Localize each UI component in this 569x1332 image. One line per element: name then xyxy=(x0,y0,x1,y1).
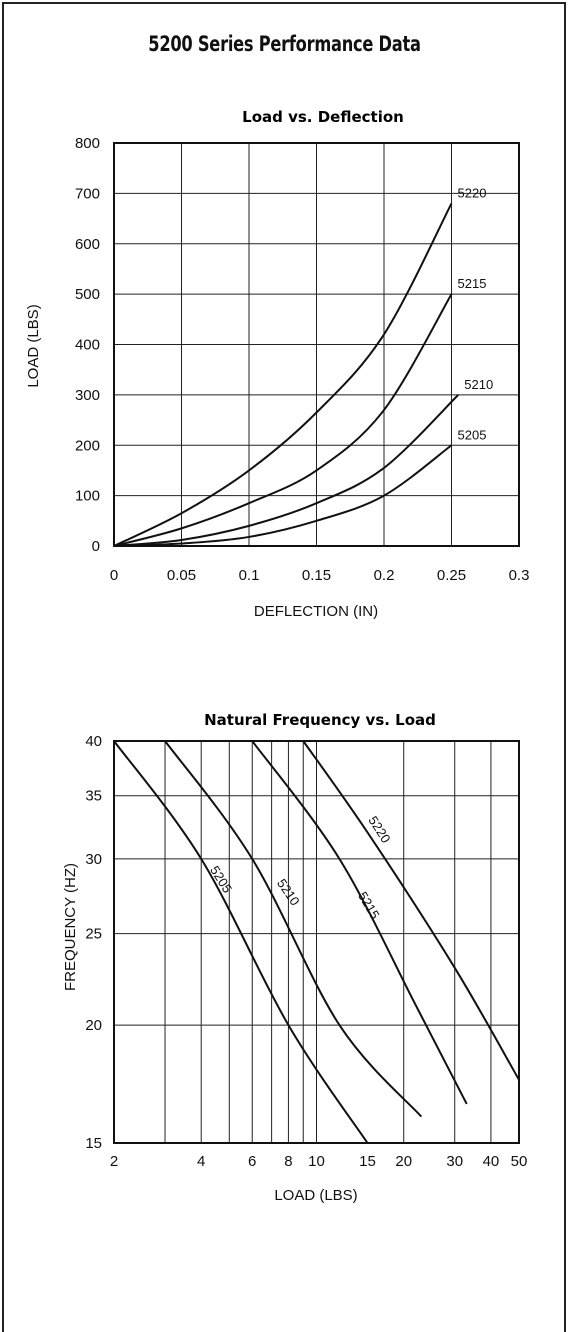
chart1-y-tick-label: 400 xyxy=(75,337,100,354)
chart2-y-ticks: 15 20 25 30 35 40 xyxy=(85,733,102,1152)
chart1-y-tick-label: 800 xyxy=(75,135,100,152)
chart2-series-5205 xyxy=(113,740,369,1144)
chart2-x-tick-label: 30 xyxy=(446,1153,463,1170)
chart1-series-label-5215: 5215 xyxy=(458,276,487,291)
chart1-series-label-5210: 5210 xyxy=(464,377,493,392)
chart2-y-tick-label: 35 xyxy=(85,788,102,805)
chart2-plot-border xyxy=(113,740,520,1144)
chart2-y-tick-label: 15 xyxy=(85,1135,102,1152)
chart1-y-axis-label: LOAD (LBS) xyxy=(25,304,42,387)
chart1-series-5215 xyxy=(113,293,453,547)
chart2-grid xyxy=(113,740,520,1144)
chart1-x-tick-label: 0.2 xyxy=(374,567,395,584)
chart2-series-5220 xyxy=(302,740,520,1081)
chart2-series-5210 xyxy=(164,740,423,1118)
chart1-series-5205 xyxy=(113,444,453,547)
chart1-series-label-5220: 5220 xyxy=(458,185,487,200)
chart2-y-tick-label: 20 xyxy=(85,1017,102,1034)
chart1-grid xyxy=(113,142,520,547)
chart2-series-label-5210: 5210 xyxy=(274,876,303,908)
chart1-x-tick-label: 0.25 xyxy=(437,567,466,584)
chart1-y-tick-label: 300 xyxy=(75,387,100,404)
chart2-y-axis-label: FREQUENCY (HZ) xyxy=(62,863,79,991)
chart1-x-tick-label: 0 xyxy=(110,567,118,584)
chart2-series-label-5205: 5205 xyxy=(207,863,235,895)
chart2-x-tick-label: 8 xyxy=(284,1153,292,1170)
chart1-x-tick-label: 0.1 xyxy=(239,567,260,584)
chart1-series-5210 xyxy=(113,394,459,547)
chart1-x-tick-label: 0.15 xyxy=(302,567,331,584)
chart2-series-label-5220: 5220 xyxy=(365,813,393,845)
chart1-series-label-5205: 5205 xyxy=(458,427,487,442)
load-deflection-chart: Load vs. Deflection 5220 5215 5210 5205 0 0.… xyxy=(25,108,529,620)
chart1-y-tick-label: 200 xyxy=(75,437,100,454)
chart2-x-tick-label: 4 xyxy=(197,1153,205,1170)
chart2-series-5215 xyxy=(251,740,468,1105)
chart2-x-tick-label: 50 xyxy=(511,1153,528,1170)
chart1-y-tick-label: 100 xyxy=(75,488,100,505)
chart1-y-tick-label: 500 xyxy=(75,286,100,303)
chart1-title: Load vs. Deflection xyxy=(242,108,404,126)
chart1-x-ticks: 0 0.05 0.1 0.15 0.2 0.25 0.3 xyxy=(110,567,530,584)
frequency-load-chart: Natural Frequency vs. Load 5205 5210 5215 5… xyxy=(62,711,527,1204)
chart2-y-tick-label: 40 xyxy=(85,733,102,750)
chart2-y-tick-label: 25 xyxy=(85,926,102,943)
chart2-x-tick-label: 15 xyxy=(359,1153,376,1170)
chart2-x-tick-label: 40 xyxy=(483,1153,500,1170)
chart1-y-ticks: 0 100 200 300 400 500 600 700 800 xyxy=(75,135,100,555)
chart1-series-5220 xyxy=(113,202,453,547)
chart2-x-tick-label: 2 xyxy=(110,1153,118,1170)
chart1-plot-border xyxy=(113,142,520,547)
chart2-y-tick-label: 30 xyxy=(85,851,102,868)
page-title: 5200 Series Performance Data xyxy=(148,32,421,56)
chart1-x-axis-label: DEFLECTION (IN) xyxy=(254,603,378,620)
chart2-x-axis-label: LOAD (LBS) xyxy=(274,1187,357,1204)
chart1-x-tick-label: 0.3 xyxy=(509,567,530,584)
chart1-x-tick-label: 0.05 xyxy=(167,567,196,584)
chart2-title: Natural Frequency vs. Load xyxy=(204,711,436,729)
chart2-x-tick-label: 10 xyxy=(308,1153,325,1170)
chart2-series-label-5215: 5215 xyxy=(355,889,383,922)
chart2-x-tick-label: 20 xyxy=(395,1153,412,1170)
chart1-y-tick-label: 0 xyxy=(92,538,100,555)
chart2-x-tick-label: 6 xyxy=(248,1153,256,1170)
chart1-y-tick-label: 700 xyxy=(75,185,100,202)
chart1-series: 5220 5215 5210 5205 xyxy=(113,185,493,547)
chart1-y-tick-label: 600 xyxy=(75,236,100,253)
chart2-x-ticks: 2 4 6 8 10 15 20 30 40 50 xyxy=(110,1153,528,1170)
